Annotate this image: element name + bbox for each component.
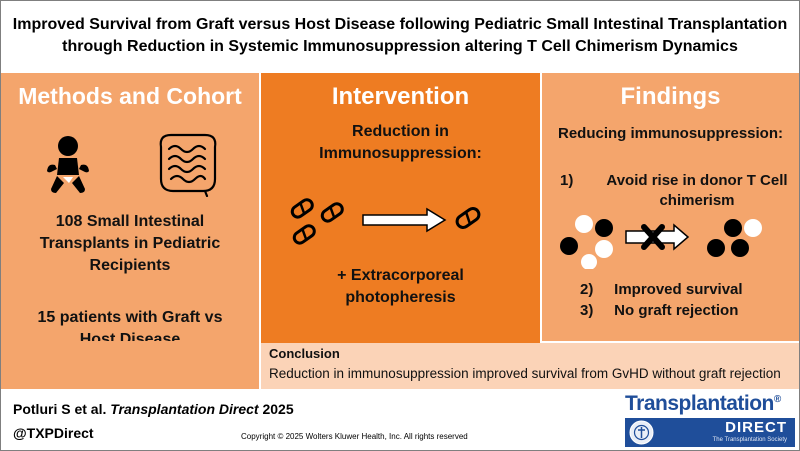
conclusion-body: Reduction in immunosuppression improved … (269, 366, 781, 381)
footer: Potluri S et al. Transplantation Direct … (1, 390, 799, 450)
findings-heading: Findings (620, 83, 721, 110)
cell-dot-icon (575, 215, 593, 233)
citation-year: 2025 (262, 401, 294, 417)
cell-dot-icon (595, 240, 613, 258)
intervention-line-2: Immunosuppression: (319, 145, 482, 162)
methods-panel-extension (1, 341, 259, 389)
copyright-notice: Copyright © 2025 Wolters Kluwer Health, … (241, 432, 468, 441)
finding-1-line-1: Avoid rise in donor T Cell (606, 172, 788, 189)
logo-banner: DIRECT The Transplantation Society (625, 418, 795, 447)
logo-society: The Transplantation Society (712, 437, 787, 443)
arrow-right-icon (362, 207, 447, 233)
photopheresis-text: + Extracorporeal photopheresis (261, 265, 540, 309)
conclusion-panel: Conclusion Reduction in immunosuppressio… (261, 343, 799, 389)
conclusion-heading: Conclusion (269, 346, 340, 361)
baby-icon (47, 136, 89, 193)
cell-dot-icon (581, 254, 597, 269)
logo-wordmark: Transplantation® (625, 392, 781, 415)
intestine-icon (159, 133, 217, 197)
intervention-text: Reduction in Immunosuppression: (261, 121, 540, 165)
chimerism-diagram (560, 215, 762, 269)
citation: Potluri S et al. Transplantation Direct … (13, 401, 294, 417)
title-line-1: Improved Survival from Graft versus Host… (12, 16, 788, 33)
cell-dot-icon (560, 237, 578, 255)
cell-dot-icon (595, 219, 613, 237)
cell-dot-icon (744, 219, 762, 237)
blocked-arrow-icon (641, 224, 665, 250)
pill-icon (455, 207, 481, 229)
journal-logo: Transplantation® DIRECT The Transplantat… (621, 392, 797, 448)
photopheresis-line-1: + Extracorporeal (337, 267, 464, 284)
findings-subheading: Reducing immunosuppression: (557, 125, 783, 142)
cohort-line-2: Transplants in Pediatric (39, 235, 221, 252)
page-title: Improved Survival from Graft versus Host… (1, 1, 799, 71)
cohort-line-1: 108 Small Intestinal (55, 213, 205, 230)
pills-icon (290, 198, 344, 245)
title-line-2: through Reduction in Systemic Immunosupp… (62, 38, 738, 55)
finding-3: 3) No graft rejection (580, 302, 739, 319)
methods-heading: Methods and Cohort (18, 83, 242, 109)
citation-authors: Potluri S et al. (13, 401, 107, 417)
findings-panel: Findings Reducing immunosuppression: 1) … (542, 73, 799, 341)
finding-1-line-2: chimerism (659, 192, 735, 209)
cohort-size-text: 108 Small Intestinal Transplants in Pedi… (1, 211, 259, 277)
intervention-panel: Intervention Reduction in Immunosuppress… (261, 73, 540, 343)
cell-dot-icon (707, 239, 725, 257)
citation-journal: Transplantation Direct (110, 401, 259, 417)
cell-dot-icon (724, 219, 742, 237)
twitter-handle[interactable]: @TXPDirect (13, 425, 94, 441)
gvhd-line-1: 15 patients with Graft vs (37, 309, 223, 326)
finding-1-number: 1) (560, 172, 574, 189)
cell-dot-icon (731, 239, 749, 257)
intervention-line-1: Reduction in (352, 123, 449, 140)
logo-registered-mark: ® (773, 394, 781, 405)
seal-icon (629, 420, 654, 445)
photopheresis-line-2: photopheresis (345, 289, 456, 306)
methods-panel: Methods and Cohort 108 Small Intestinal … (1, 73, 259, 348)
finding-2: 2) Improved survival (580, 281, 743, 298)
cohort-line-3: Recipients (89, 257, 171, 274)
intervention-heading: Intervention (331, 83, 470, 110)
logo-direct: DIRECT (725, 419, 787, 436)
